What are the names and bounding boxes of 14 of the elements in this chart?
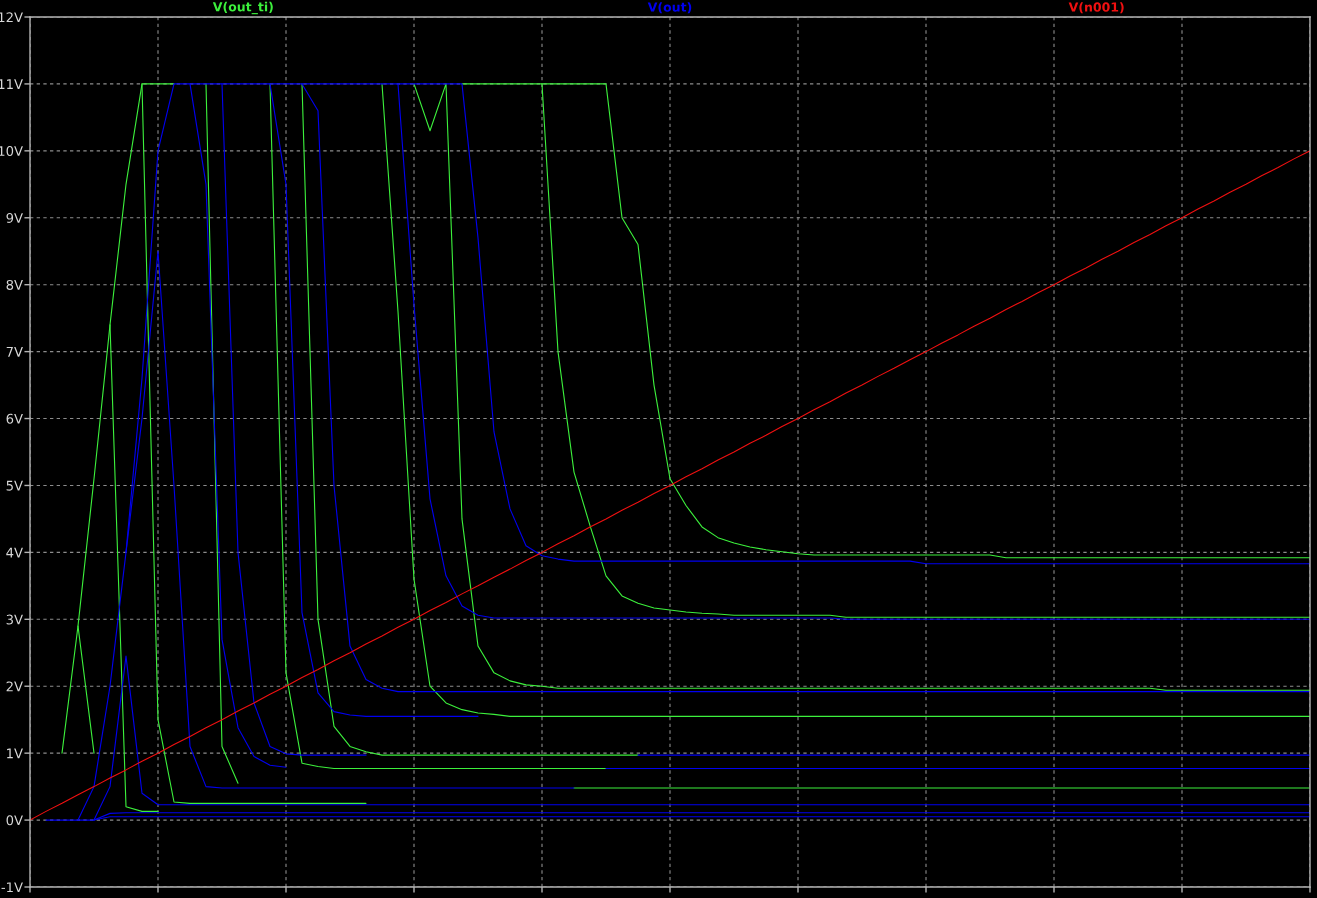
y-tick-label: 6V — [6, 413, 23, 424]
y-tick-label: 8V — [6, 279, 23, 290]
y-tick-label: 9V — [6, 212, 23, 223]
y-tick-label: 7V — [6, 347, 23, 357]
y-tick-label: 2V — [6, 681, 23, 692]
y-tick-label: -1V — [1, 882, 23, 893]
text: V(n001) — [1068, 2, 1124, 14]
y-tick-label: 3V — [6, 614, 23, 625]
y-tick-label: 5V — [6, 480, 23, 491]
y-tick-label: 1V — [7, 748, 23, 759]
y-tick-label: 0V — [6, 815, 23, 826]
text: V(out_ti) — [212, 1, 273, 15]
y-tick-label: 4V — [6, 547, 23, 558]
text: V(out) — [647, 2, 692, 14]
